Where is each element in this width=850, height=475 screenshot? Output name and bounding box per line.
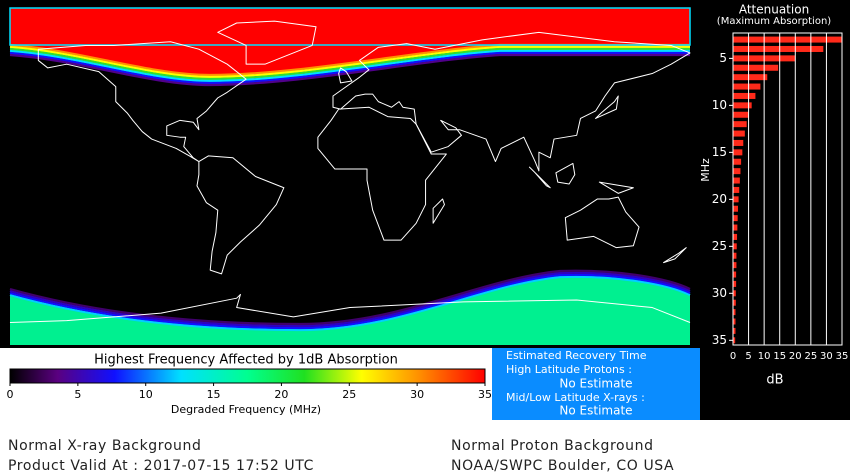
bar xyxy=(733,92,756,99)
recovery-label: High Latitude Protons : xyxy=(506,363,632,376)
bar xyxy=(733,224,738,231)
x-axis-label: dB xyxy=(766,373,783,388)
bar xyxy=(733,299,736,306)
colorbar-tick-label: 10 xyxy=(139,388,153,401)
footer-text: NOAA/SWPC Boulder, CO USA xyxy=(451,458,674,474)
bar xyxy=(733,130,745,137)
y-tick-label: 5 xyxy=(719,51,727,65)
y-tick-label: 15 xyxy=(712,145,727,159)
chart-subtitle: (Maximum Absorption) xyxy=(717,16,831,27)
bar xyxy=(733,149,743,156)
bar xyxy=(733,186,740,193)
x-tick-label: 20 xyxy=(789,351,802,362)
bar xyxy=(733,36,842,43)
bar xyxy=(733,280,737,287)
bar xyxy=(733,102,752,109)
bar xyxy=(733,243,737,250)
y-tick-label: 20 xyxy=(712,192,727,206)
bar xyxy=(733,74,768,81)
bar xyxy=(733,290,736,297)
bar xyxy=(733,205,738,212)
polar-absorption-north xyxy=(10,8,690,75)
bar xyxy=(733,111,749,118)
x-tick-label: 10 xyxy=(758,351,771,362)
chart-title: Attenuation xyxy=(739,3,809,17)
bar xyxy=(733,158,742,165)
y-axis-label: MHz xyxy=(699,158,712,182)
colorbar-tick-label: 20 xyxy=(274,388,288,401)
bar xyxy=(733,271,737,278)
colorbar-title: Highest Frequency Affected by 1dB Absorp… xyxy=(94,353,398,368)
bar xyxy=(733,139,744,146)
colorbar-tick-label: 25 xyxy=(342,388,356,401)
bar xyxy=(733,337,736,344)
y-tick-label: 10 xyxy=(712,98,727,112)
bar xyxy=(733,168,741,175)
polar-absorption-south xyxy=(10,276,690,345)
bar xyxy=(733,318,736,325)
footer-text: Product Valid At : 2017-07-15 17:52 UTC xyxy=(8,458,314,474)
bar xyxy=(733,252,737,259)
footer: Normal X-ray Background Product Valid At… xyxy=(8,438,674,474)
recovery-box xyxy=(492,348,700,420)
x-tick-label: 35 xyxy=(836,351,849,362)
bar xyxy=(733,215,738,222)
colorbar-tick-label: 15 xyxy=(207,388,221,401)
map xyxy=(8,7,692,345)
y-tick-label: 35 xyxy=(712,333,727,347)
y-tick-label: 30 xyxy=(712,286,727,300)
recovery-value: No Estimate xyxy=(559,377,632,391)
x-tick-label: 0 xyxy=(730,351,736,362)
colorbar-tick-label: 0 xyxy=(7,388,14,401)
footer-text: Normal X-ray Background xyxy=(8,438,201,454)
x-tick-label: 25 xyxy=(804,351,817,362)
bar xyxy=(733,83,761,90)
coastlines xyxy=(10,21,690,322)
bar xyxy=(733,309,736,316)
bar xyxy=(733,45,824,52)
bar xyxy=(733,177,740,184)
x-tick-label: 15 xyxy=(773,351,786,362)
bar xyxy=(733,121,747,128)
x-tick-label: 5 xyxy=(745,351,751,362)
bar xyxy=(733,196,739,203)
colorbar-tick-label: 5 xyxy=(74,388,81,401)
colorbar-tick-label: 30 xyxy=(410,388,424,401)
bar xyxy=(733,233,738,240)
bar xyxy=(733,64,779,71)
bar xyxy=(733,262,737,269)
colorbar-tick-label: 35 xyxy=(478,388,492,401)
recovery-title: Estimated Recovery Time xyxy=(506,349,647,362)
bar xyxy=(733,327,736,334)
colorbar xyxy=(9,368,486,384)
footer-text: Normal Proton Background xyxy=(451,438,654,454)
x-tick-label: 30 xyxy=(820,351,833,362)
plot-frame xyxy=(732,32,843,346)
colorbar-panel xyxy=(0,348,492,420)
y-tick-label: 25 xyxy=(712,239,727,253)
colorbar-label: Degraded Frequency (MHz) xyxy=(171,403,321,416)
recovery-text: Estimated Recovery Time High Latitude Pr… xyxy=(506,349,647,418)
recovery-value: No Estimate xyxy=(559,404,632,418)
recovery-label: Mid/Low Latitude X-rays : xyxy=(506,391,645,404)
